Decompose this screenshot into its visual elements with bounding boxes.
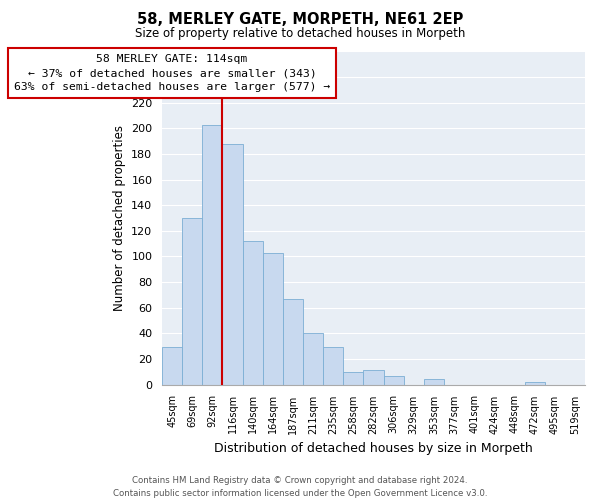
Bar: [202, 124, 223, 384]
Bar: [383, 376, 404, 384]
Text: Size of property relative to detached houses in Morpeth: Size of property relative to detached ho…: [135, 28, 465, 40]
Bar: [283, 298, 303, 384]
Bar: [242, 241, 263, 384]
Text: 58 MERLEY GATE: 114sqm
← 37% of detached houses are smaller (343)
63% of semi-de: 58 MERLEY GATE: 114sqm ← 37% of detached…: [14, 54, 330, 92]
Bar: [223, 144, 242, 384]
Text: Contains HM Land Registry data © Crown copyright and database right 2024.
Contai: Contains HM Land Registry data © Crown c…: [113, 476, 487, 498]
Bar: [303, 334, 323, 384]
Text: 58, MERLEY GATE, MORPETH, NE61 2EP: 58, MERLEY GATE, MORPETH, NE61 2EP: [137, 12, 463, 28]
Bar: [343, 372, 364, 384]
Bar: [424, 380, 444, 384]
Bar: [162, 348, 182, 385]
Bar: [263, 252, 283, 384]
Bar: [524, 382, 545, 384]
Bar: [364, 370, 383, 384]
Bar: [323, 348, 343, 385]
Y-axis label: Number of detached properties: Number of detached properties: [113, 125, 125, 311]
Bar: [182, 218, 202, 384]
X-axis label: Distribution of detached houses by size in Morpeth: Distribution of detached houses by size …: [214, 442, 533, 455]
